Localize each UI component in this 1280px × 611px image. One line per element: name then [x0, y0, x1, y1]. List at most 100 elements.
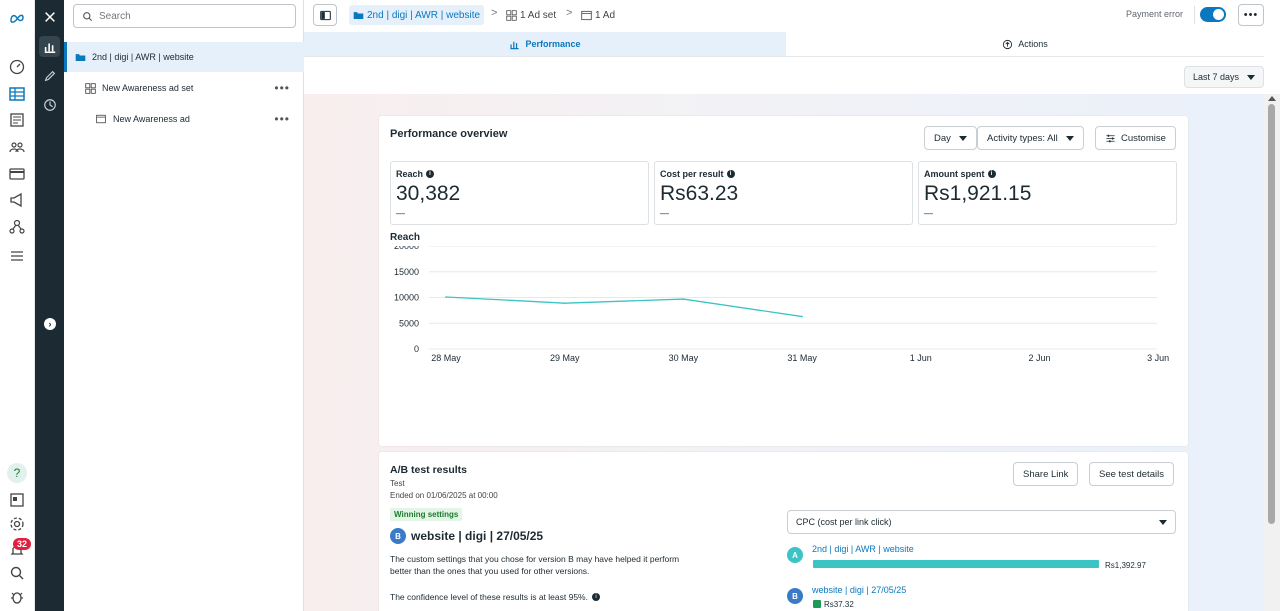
day-dropdown[interactable]: Day	[924, 126, 977, 150]
customise-label: Customise	[1121, 132, 1166, 144]
metric-amount-spent[interactable]: Amount spent i Rs1,921.15 —	[918, 161, 1177, 225]
date-range-dropdown[interactable]: Last 7 days	[1183, 66, 1264, 88]
x-tick-label: 31 May	[787, 353, 817, 363]
y-tick-label: 5000	[399, 318, 419, 328]
adset-more-button[interactable]: •••	[274, 81, 290, 95]
version-b-link[interactable]: website | digi | 27/05/25	[812, 585, 907, 595]
reach-data-point[interactable]	[445, 296, 447, 298]
winner-version: B website | digi | 27/05/25	[390, 528, 543, 544]
close-icon[interactable]	[39, 6, 60, 27]
date-range-label: Last 7 days	[1192, 72, 1239, 82]
campaigns-table-icon[interactable]	[7, 84, 27, 104]
info-icon[interactable]: i	[591, 593, 600, 601]
meta-logo-icon[interactable]	[7, 8, 27, 28]
ab-subtitle: Test	[390, 479, 405, 488]
business-network-icon[interactable]	[7, 217, 27, 237]
info-icon[interactable]: i	[726, 170, 735, 178]
payment-error-label: Payment error	[1126, 9, 1184, 19]
see-test-details-button[interactable]: See test details	[1089, 462, 1174, 486]
billing-card-icon[interactable]	[7, 164, 27, 184]
ab-ended-date: Ended on 01/06/2025 at 00:00	[390, 491, 498, 500]
scrollbar-thumb[interactable]	[1268, 104, 1275, 524]
breadcrumb-ad-label: 1 Ad	[595, 9, 616, 21]
history-clock-icon[interactable]	[39, 94, 60, 115]
x-tick-label: 30 May	[669, 353, 699, 363]
search-icon[interactable]	[7, 563, 27, 583]
expand-chevron-icon[interactable]: ›	[44, 318, 56, 330]
debug-bug-icon[interactable]	[7, 587, 27, 607]
version-b-badge: B	[787, 588, 803, 604]
performance-overview-card: Performance overview Day Activity types:…	[379, 116, 1188, 446]
reach-series-line[interactable]	[445, 296, 803, 318]
search-input[interactable]: Search	[73, 4, 296, 28]
tree-item-adset[interactable]: New Awareness ad set •••	[64, 73, 304, 103]
breadcrumb-adset[interactable]: 1 Ad set	[506, 5, 556, 25]
megaphone-icon[interactable]	[7, 190, 27, 210]
metric-label: Cost per result i	[660, 169, 735, 179]
reach-data-point[interactable]	[563, 302, 566, 304]
info-icon[interactable]: i	[426, 170, 435, 178]
confidence-text: The confidence level of these results is…	[390, 592, 588, 602]
ad-icon	[95, 113, 107, 125]
reach-line-chart: 20000 15000 10000 5000 0 28 May 29 May 30 May 31…	[394, 246, 1169, 363]
breadcrumb-adset-label: 1 Ad set	[520, 9, 557, 21]
performance-chart-icon[interactable]	[39, 36, 60, 57]
notification-count-badge: 32	[13, 538, 31, 550]
audiences-icon[interactable]	[7, 137, 27, 157]
info-icon[interactable]: i	[987, 170, 996, 178]
dashboard-gauge-icon[interactable]	[7, 57, 27, 77]
card-title: Performance overview	[390, 128, 508, 140]
caret-down-icon	[1065, 135, 1074, 141]
x-tick-label: 3 Jun	[1147, 353, 1169, 363]
divider	[1194, 6, 1195, 24]
tree-item-ad[interactable]: New Awareness ad •••	[64, 104, 304, 134]
activity-types-label: Activity types: All	[987, 132, 1058, 144]
campaign-status-toggle[interactable]	[1200, 7, 1226, 22]
tree-item-label: 2nd | digi | AWR | website	[92, 52, 194, 62]
customise-button[interactable]: Customise	[1095, 126, 1176, 150]
tab-actions[interactable]: Actions	[786, 32, 1264, 56]
breadcrumb-campaign-label: 2nd | digi | AWR | website	[367, 9, 481, 21]
scrollbar[interactable]	[1264, 94, 1280, 611]
actions-arrow-icon	[1003, 39, 1013, 49]
breadcrumb-separator: >	[566, 7, 573, 19]
more-options-button[interactable]: •••	[1238, 4, 1264, 26]
metric-reach[interactable]: Reach i 30,382 —	[390, 161, 649, 225]
tab-label: Performance	[525, 39, 581, 49]
pages-icon[interactable]	[7, 110, 27, 130]
reports-icon[interactable]	[7, 490, 27, 510]
tree-item-campaign[interactable]: 2nd | digi | AWR | website	[64, 42, 304, 72]
menu-icon[interactable]	[7, 246, 27, 266]
metric-cost-per-result[interactable]: Cost per result i Rs63.23 —	[654, 161, 913, 225]
metric-label: Amount spent i	[924, 169, 996, 179]
tree-item-label: New Awareness ad set	[102, 83, 194, 93]
panel-toggle-button[interactable]	[313, 4, 337, 26]
comparison-metric-select[interactable]: CPC (cost per link click)	[787, 510, 1176, 534]
adset-grid-icon	[506, 9, 517, 21]
version-a-link[interactable]: 2nd | digi | AWR | website	[812, 544, 914, 554]
activity-types-dropdown[interactable]: Activity types: All	[977, 126, 1084, 150]
breadcrumb-campaign[interactable]: 2nd | digi | AWR | website	[349, 5, 485, 25]
winning-settings-badge: Winning settings	[390, 508, 463, 521]
help-icon[interactable]: ?	[7, 463, 27, 483]
metric-label-text: Reach	[396, 169, 424, 179]
tab-performance[interactable]: Performance	[304, 32, 786, 56]
search-icon	[83, 11, 93, 21]
reach-data-point[interactable]	[801, 315, 803, 318]
x-tick-label: 2 Jun	[1028, 353, 1050, 363]
tabs: Performance Actions	[304, 32, 1264, 56]
breadcrumb-ad[interactable]: 1 Ad	[581, 5, 615, 25]
customise-sliders-icon	[1106, 134, 1115, 142]
reach-data-point[interactable]	[682, 298, 685, 300]
edit-pencil-icon[interactable]	[39, 65, 60, 86]
version-a-bar	[813, 560, 1099, 568]
settings-gear-icon[interactable]	[7, 514, 27, 534]
y-tick-label: 10000	[394, 293, 419, 303]
y-tick-label: 0	[414, 344, 419, 354]
share-link-button[interactable]: Share Link	[1013, 462, 1079, 486]
scroll-up-arrow-icon[interactable]	[1268, 96, 1276, 101]
bar-chart-icon	[510, 41, 520, 49]
ad-more-button[interactable]: •••	[274, 112, 290, 126]
folder-icon	[353, 11, 364, 19]
metric-delta: —	[924, 208, 933, 218]
